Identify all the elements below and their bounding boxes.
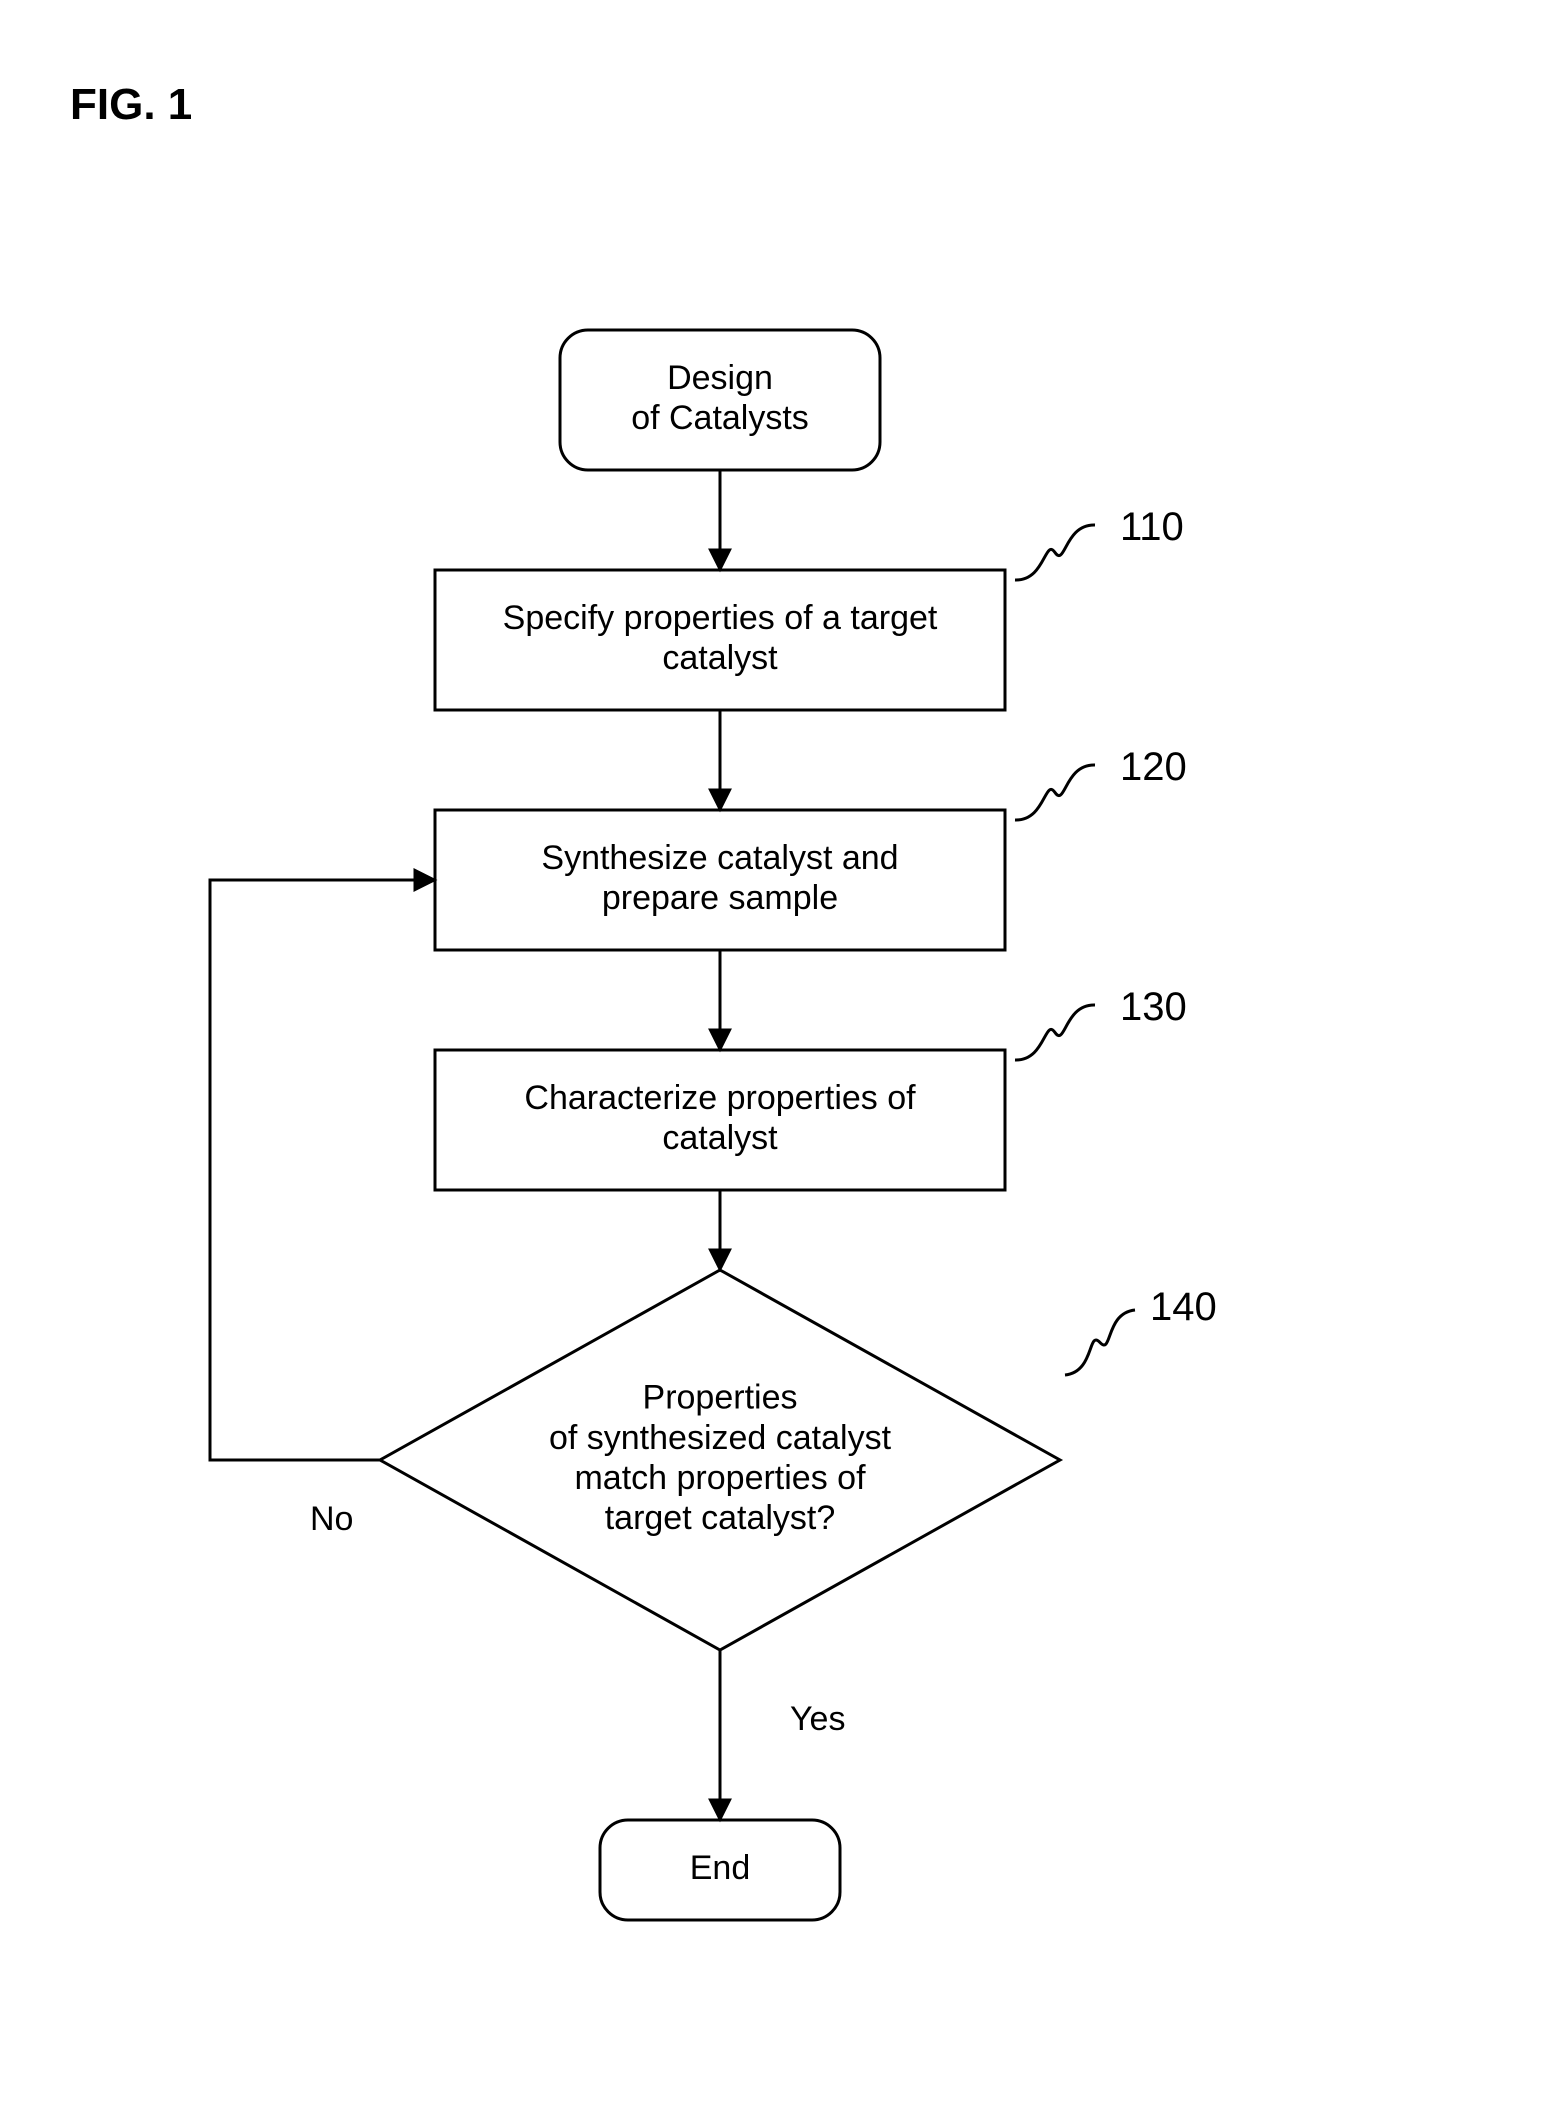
edge-label: Yes [790, 1700, 845, 1738]
ref-number-120: 120 [1120, 745, 1187, 789]
ref-leader [1015, 525, 1095, 580]
edge [210, 880, 435, 1460]
ref-leader [1065, 1310, 1135, 1375]
ref-number-130: 130 [1120, 985, 1187, 1029]
node-text-line: target catalyst? [605, 1499, 836, 1537]
node-text-line: Specify properties of a target [503, 599, 938, 637]
node-text-line: prepare sample [602, 879, 838, 917]
node-text-line: End [690, 1849, 751, 1887]
node-text-line: of Catalysts [631, 399, 809, 437]
node-end-label: End [690, 1849, 751, 1887]
node-text-line: match properties of [574, 1459, 866, 1497]
node-text-line: catalyst [662, 639, 778, 677]
edge-label: No [310, 1500, 353, 1538]
page: FIG. 1 Designof Catalysts Specify propert… [0, 0, 1557, 2121]
ref-number-140: 140 [1150, 1285, 1217, 1329]
node-text-line: of synthesized catalyst [549, 1419, 892, 1457]
node-text-line: Synthesize catalyst and [541, 839, 898, 877]
flowchart: Designof Catalysts Specify properties of … [0, 0, 1557, 2121]
figure-label: FIG. 1 [70, 80, 192, 130]
node-text-line: Characterize properties of [524, 1079, 916, 1117]
node-text-line: Properties [643, 1379, 798, 1417]
node-text-line: catalyst [662, 1119, 778, 1157]
ref-number-110: 110 [1120, 505, 1184, 549]
ref-leader [1015, 1005, 1095, 1060]
ref-leader [1015, 765, 1095, 820]
node-text-line: Design [667, 359, 773, 397]
